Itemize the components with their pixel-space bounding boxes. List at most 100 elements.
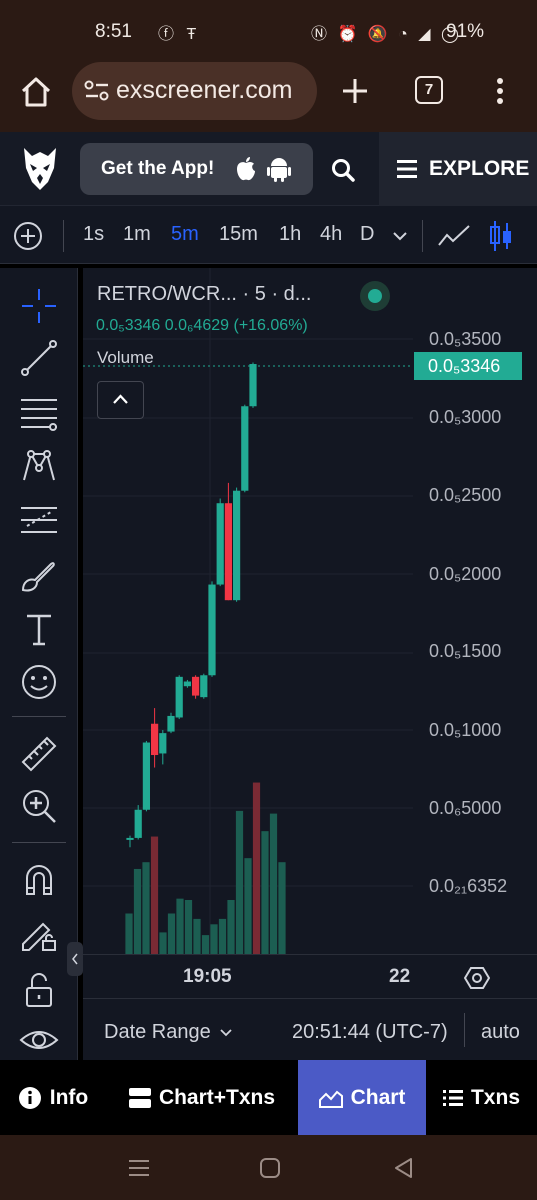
zoom-in-icon[interactable]: [19, 786, 59, 826]
lock-drawing-icon[interactable]: [19, 914, 59, 954]
magnet-icon[interactable]: [19, 860, 59, 900]
apple-icon: [237, 157, 255, 181]
divider: [464, 1013, 465, 1047]
candle-body: [192, 676, 200, 696]
chevron-up-icon: [113, 394, 128, 404]
volume-bar: [261, 831, 269, 954]
collapse-legend-button[interactable]: [97, 381, 144, 419]
candle-body: [151, 723, 159, 756]
crosshair-icon[interactable]: [19, 286, 59, 326]
timeframe-1s[interactable]: 1s: [83, 223, 105, 245]
get-app-button[interactable]: Get the App!: [80, 143, 313, 195]
notification-icons: ⓕ Ŧ: [158, 26, 201, 43]
timeframe-15m[interactable]: 15m: [219, 223, 258, 245]
volume-bars: [125, 782, 286, 954]
home-nav-icon[interactable]: [259, 1157, 281, 1179]
site-header: Get the App! EXPLORE: [0, 132, 537, 206]
search-icon[interactable]: [330, 157, 356, 183]
timeframe-1h[interactable]: 1h: [279, 223, 302, 245]
volume-bar: [227, 900, 235, 954]
time-axis-border: [83, 954, 537, 955]
market-status-indicator: [360, 281, 390, 311]
unlock-icon[interactable]: [19, 970, 59, 1010]
explore-label: EXPLORE: [429, 157, 530, 180]
bottom-tab-bar: Info Chart+Txns Chart Txns: [0, 1060, 537, 1135]
volume-bar: [176, 898, 184, 954]
candle-body: [175, 676, 183, 718]
timeframe-5m[interactable]: 5m: [171, 223, 199, 245]
tab-info[interactable]: Info: [0, 1060, 106, 1135]
price-change: (+16.06%): [233, 317, 308, 334]
volume-bar: [125, 913, 133, 954]
ohlc-values: 0.0₅3346 0.0₆4629 (+16.06%): [96, 317, 308, 335]
split-view-icon: [128, 1087, 151, 1108]
tab-chart-txns-label: Chart+Txns: [158, 1085, 276, 1109]
info-icon: [18, 1086, 41, 1109]
new-tab-icon[interactable]: [340, 76, 370, 106]
collapse-toolbar-button[interactable]: [67, 942, 83, 976]
candle-body: [167, 715, 175, 732]
system-navigation-bar: [0, 1135, 537, 1200]
volume-bar: [269, 813, 278, 954]
ruler-icon[interactable]: [19, 734, 59, 774]
candle-body: [233, 490, 241, 601]
address-bar[interactable]: exscreener.com: [72, 62, 317, 120]
chevron-down-icon[interactable]: [220, 1029, 232, 1037]
logo-icon[interactable]: [20, 146, 60, 192]
tab-txns[interactable]: Txns: [426, 1060, 537, 1135]
clock-display: 20:51:44 (UTC-7): [292, 1021, 448, 1043]
volume-bar: [201, 935, 210, 954]
price-axis-label: 0.0₅2500: [429, 485, 502, 505]
volume-bar: [244, 858, 252, 954]
auto-scale-button[interactable]: auto: [481, 1021, 520, 1043]
volume-bar: [278, 862, 286, 954]
pattern-icon[interactable]: [19, 446, 59, 486]
home-icon[interactable]: [18, 74, 54, 110]
candle-body: [134, 809, 142, 838]
price-axis-label: 0.0₅1500: [429, 641, 502, 661]
emoji-icon[interactable]: [19, 662, 59, 702]
eye-icon[interactable]: [19, 1020, 59, 1060]
timeframe-1m[interactable]: 1m: [123, 223, 151, 245]
divider: [12, 842, 66, 843]
price-axis-label: 0.0₂₁6352: [429, 876, 508, 896]
price-chart[interactable]: RETRO/WCR... · 5 · d... 0.0₅3346 0.0₆462…: [83, 268, 537, 998]
current-price-tag: 0.0₅3346: [414, 352, 522, 380]
timeframe-d[interactable]: D: [360, 223, 375, 245]
chart-canvas[interactable]: [83, 268, 537, 998]
timeframe-4h[interactable]: 4h: [320, 223, 343, 245]
tab-count: 7: [424, 81, 434, 98]
tab-chart-txns[interactable]: Chart+Txns: [106, 1060, 298, 1135]
candle-body: [200, 675, 208, 698]
trend-line-icon[interactable]: [19, 338, 59, 378]
brush-icon[interactable]: [19, 556, 59, 596]
text-icon[interactable]: [19, 610, 59, 650]
line-chart-icon[interactable]: [437, 223, 471, 249]
volume-bar: [193, 918, 201, 954]
add-indicator-icon[interactable]: [13, 221, 43, 251]
date-range-button[interactable]: Date Range: [104, 1021, 211, 1043]
tab-chart-label: Chart: [350, 1085, 406, 1109]
forecast-icon[interactable]: [19, 500, 59, 540]
candles-icon[interactable]: [488, 219, 514, 253]
chevron-left-icon: [72, 953, 78, 965]
chart-grid: [83, 268, 413, 954]
more-options-icon[interactable]: [490, 76, 510, 106]
volume-label: Volume: [97, 348, 154, 367]
symbol-label: RETRO/WCR... · 5 · d...: [97, 283, 312, 305]
drawing-toolbar: [0, 268, 78, 1060]
price-axis-label: 0.0₅1000: [429, 720, 502, 740]
chart-settings-icon[interactable]: [464, 965, 490, 991]
chevron-down-icon[interactable]: [393, 232, 407, 241]
fib-retracement-icon[interactable]: [19, 394, 59, 434]
site-settings-icon[interactable]: [84, 80, 110, 102]
volume-bar: [184, 900, 193, 954]
back-icon[interactable]: [393, 1157, 413, 1179]
explore-button[interactable]: EXPLORE: [379, 132, 537, 206]
candle-body: [142, 742, 150, 810]
volume-bar: [210, 924, 218, 954]
recent-apps-icon[interactable]: [128, 1158, 150, 1178]
tab-chart[interactable]: Chart: [298, 1060, 426, 1135]
tab-switcher-button[interactable]: 7: [415, 76, 443, 104]
candle-body: [249, 364, 257, 407]
